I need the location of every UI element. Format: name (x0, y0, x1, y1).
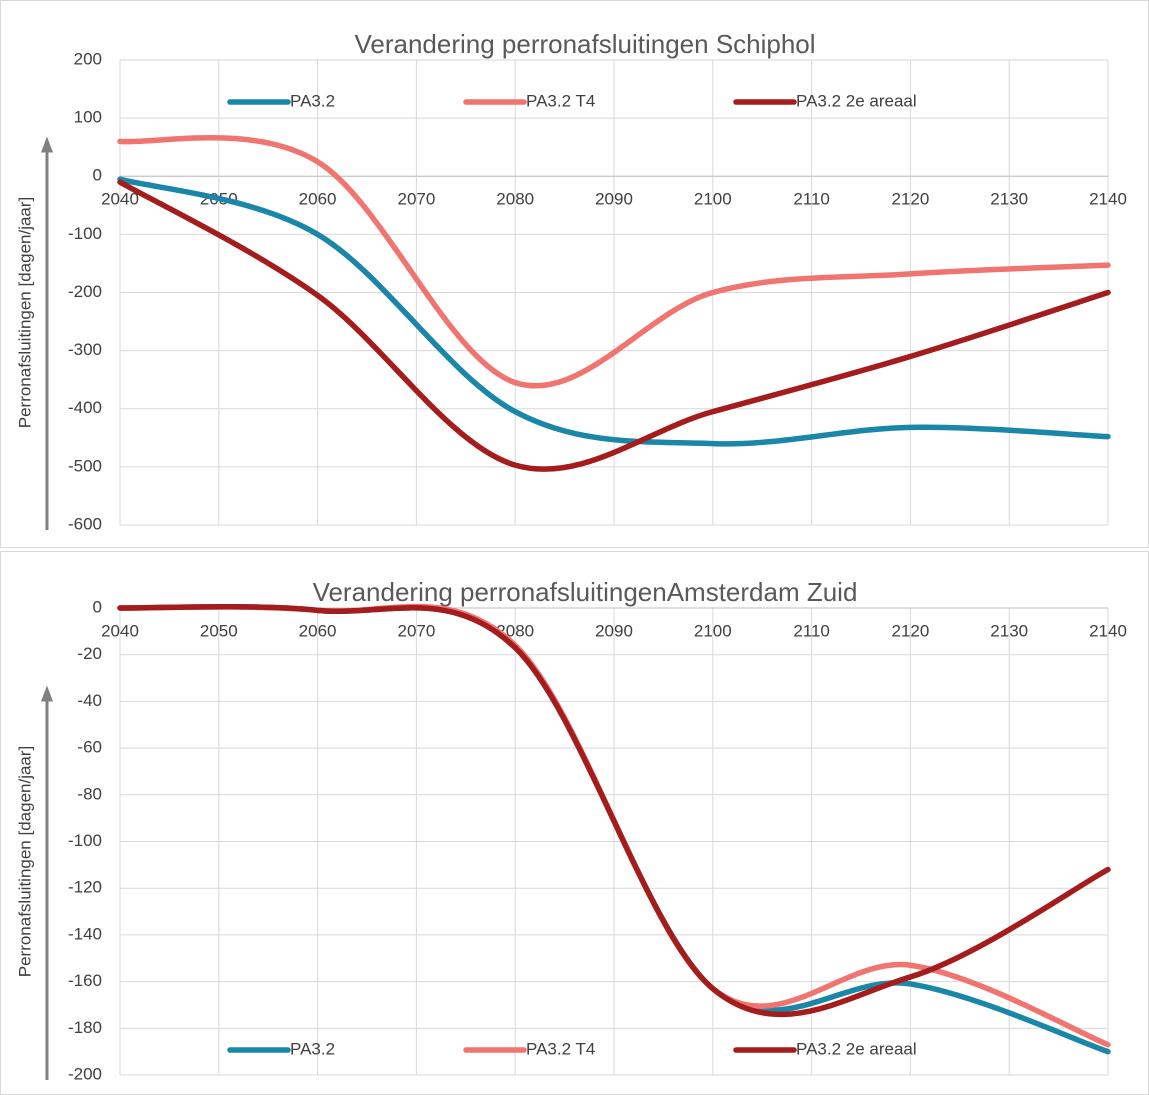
y-tick-label: -140 (68, 924, 102, 943)
y-tick-label: -600 (68, 514, 102, 533)
series-line (117, 176, 1111, 447)
y-axis-arrowhead (41, 136, 53, 153)
x-tick-label: 2090 (595, 190, 633, 209)
chart-title: Verandering perronafsluitingen Schiphol (354, 29, 815, 59)
x-tick-label: 2130 (990, 621, 1028, 640)
y-tick-label: -200 (68, 282, 102, 301)
legend-label: PA3.2 2e areaal (796, 91, 917, 110)
y-tick-label: -60 (77, 738, 102, 757)
x-tick-label: 2080 (496, 190, 534, 209)
y-tick-label: 0 (93, 597, 102, 616)
y-axis-arrowhead (41, 685, 53, 702)
x-tick-label: 2050 (200, 621, 238, 640)
x-tick-label: 2060 (299, 621, 337, 640)
y-axis-label: Perronafsluitingen [dagen/jaar] (15, 746, 34, 978)
y-tick-label: -100 (68, 831, 102, 850)
y-tick-label: -20 (77, 644, 102, 663)
chart-title: Verandering perronafsluitingenAmsterdam … (313, 577, 858, 607)
x-tick-label: 2070 (397, 190, 435, 209)
x-tick-label: 2120 (891, 190, 929, 209)
legend-label: PA3.2 T4 (526, 1039, 595, 1058)
x-tick-label: 2090 (595, 621, 633, 640)
x-tick-label: 2110 (793, 621, 830, 640)
y-tick-label: -160 (68, 971, 102, 990)
x-tick-label: 2070 (397, 621, 435, 640)
x-tick-label: 2140 (1089, 190, 1127, 209)
legend-label: PA3.2 (290, 91, 335, 110)
series-line (117, 179, 1111, 472)
chart-frame (0, 551, 1149, 1095)
y-tick-label: -120 (68, 878, 102, 897)
y-tick-label: 200 (74, 49, 102, 68)
y-tick-label: -300 (68, 340, 102, 359)
x-tick-label: 2140 (1089, 621, 1127, 640)
y-tick-label: -180 (68, 1018, 102, 1037)
legend-label: PA3.2 (290, 1039, 335, 1058)
x-tick-label: 2040 (101, 621, 139, 640)
x-tick-label: 2110 (793, 190, 830, 209)
y-tick-label: 100 (74, 108, 102, 127)
y-tick-label: -200 (68, 1064, 102, 1083)
x-tick-label: 2100 (694, 621, 732, 640)
y-tick-label: -80 (77, 784, 102, 803)
legend-label: PA3.2 T4 (526, 91, 595, 110)
y-tick-label: -400 (68, 398, 102, 417)
y-tick-label: -500 (68, 456, 102, 475)
series-line (117, 604, 1111, 1018)
x-tick-label: 2060 (299, 190, 337, 209)
legend-label: PA3.2 2e areaal (796, 1039, 917, 1058)
x-tick-label: 2040 (101, 190, 139, 209)
x-tick-label: 2100 (694, 190, 732, 209)
y-tick-label: -100 (68, 224, 102, 243)
series-line (117, 134, 1111, 389)
x-tick-label: 2120 (891, 621, 929, 640)
y-tick-label: 0 (93, 166, 102, 185)
y-tick-label: -40 (77, 691, 102, 710)
x-tick-label: 2130 (990, 190, 1028, 209)
y-axis-label: Perronafsluitingen [dagen/jaar] (15, 197, 34, 429)
